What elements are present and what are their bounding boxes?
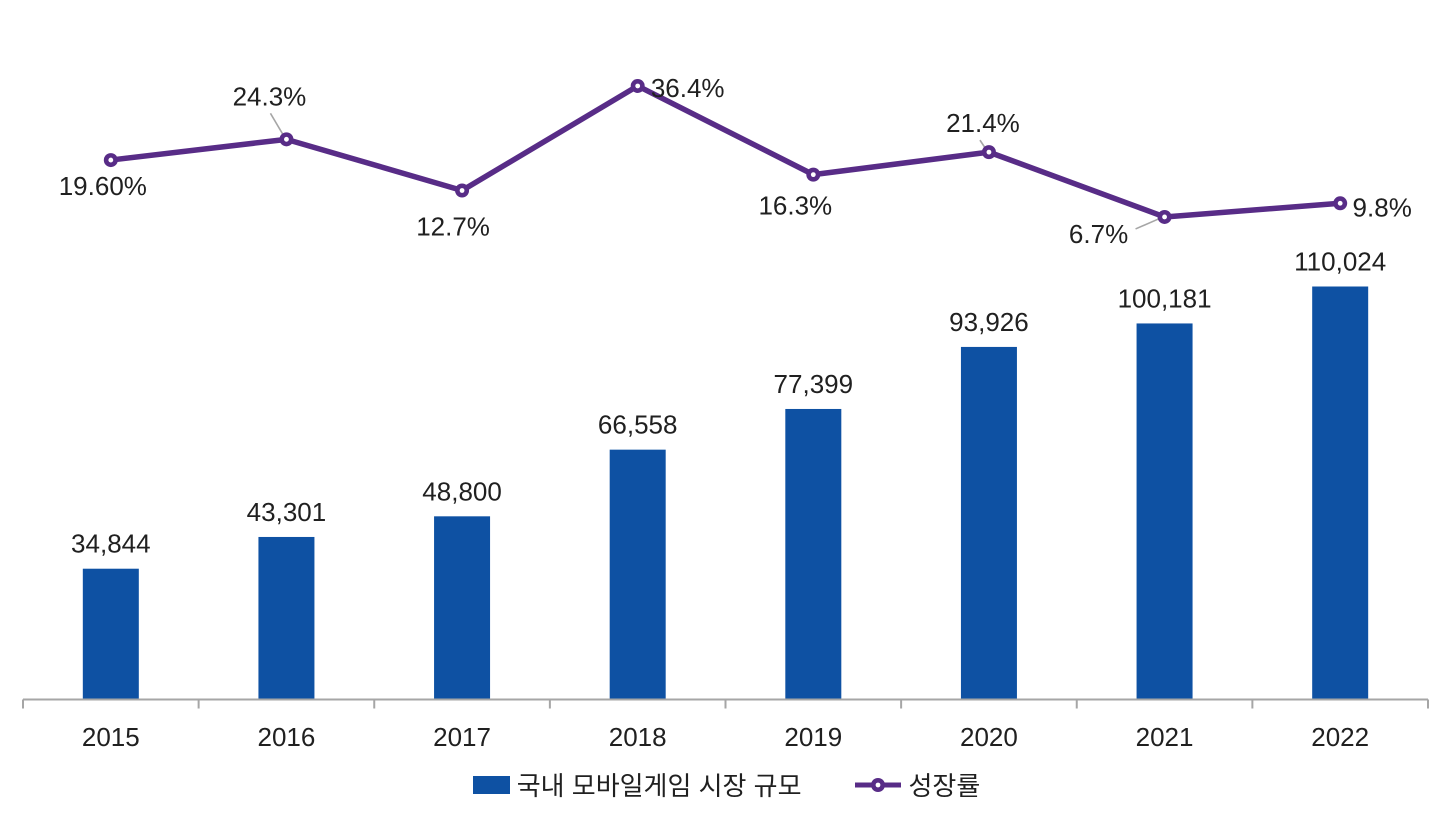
line-marker-hole — [810, 172, 816, 178]
x-axis-label-2017: 2017 — [433, 722, 491, 752]
line-marker-hole — [284, 136, 289, 142]
x-axis-label-2020: 2020 — [960, 722, 1018, 752]
point-value-label: 21.4% — [946, 108, 1020, 138]
label-leader-line — [1135, 218, 1159, 230]
legend-item-market-size[interactable]: 국내 모바일게임 시장 규모 — [472, 766, 802, 803]
bar-2016[interactable] — [258, 536, 315, 700]
bar-value-label: 100,181 — [1118, 283, 1212, 313]
bar-2022[interactable] — [1312, 286, 1369, 700]
point-value-label: 9.8% — [1353, 192, 1412, 222]
bar-value-label: 43,301 — [247, 497, 327, 527]
growth-rate-line[interactable] — [108, 83, 1343, 220]
x-axis-label-2018: 2018 — [609, 722, 667, 752]
line-marker-hole — [1162, 214, 1167, 220]
x-axis-label-2016: 2016 — [258, 722, 316, 752]
x-axis-label-2021: 2021 — [1136, 722, 1194, 752]
legend-label-growth-rate: 성장률 — [908, 771, 981, 801]
label-leader-line — [269, 112, 285, 136]
point-value-label: 16.3% — [758, 191, 832, 221]
x-axis-label-2022: 2022 — [1311, 722, 1369, 752]
bar-value-label: 48,800 — [422, 476, 502, 506]
bar-2019[interactable] — [785, 408, 842, 700]
bar-value-label: 110,024 — [1294, 247, 1386, 277]
bar-2020[interactable] — [960, 346, 1017, 700]
line-series-swatch-icon — [854, 777, 901, 792]
bar-2017[interactable] — [434, 516, 491, 700]
line-marker-hole — [635, 83, 641, 89]
point-value-label: 36.4% — [651, 73, 725, 103]
bar-2021[interactable] — [1136, 323, 1193, 700]
bar-2018[interactable] — [609, 449, 666, 700]
chart-legend: 국내 모바일게임 시장 규모 성장률 — [0, 766, 1453, 803]
x-axis-label-2015: 2015 — [82, 722, 140, 752]
legend-item-growth-rate[interactable]: 성장률 — [854, 766, 981, 803]
bar-value-label: 66,558 — [598, 410, 678, 440]
bar-value-label: 34,844 — [71, 529, 151, 559]
line-marker-hole — [986, 149, 992, 155]
combo-chart-canvas: 34,844 43,301 48,800 66,558 77,399 93,926 100,… — [22, 73, 1429, 752]
bar-value-label: 77,399 — [774, 369, 854, 399]
point-value-label: 19.60% — [59, 171, 147, 201]
legend-label-market-size: 국내 모바일게임 시장 규모 — [516, 771, 802, 801]
x-axis-label-2019: 2019 — [784, 722, 842, 752]
point-value-label: 12.7% — [416, 211, 490, 241]
line-marker-hole — [1337, 200, 1343, 206]
bar-series-swatch-icon — [472, 775, 510, 794]
point-value-label: 24.3% — [233, 81, 307, 111]
line-marker-hole — [459, 188, 465, 193]
point-value-label: 6.7% — [1069, 219, 1128, 249]
bar-value-label: 93,926 — [949, 307, 1029, 337]
line-marker-hole — [108, 157, 114, 163]
bar-2015[interactable] — [82, 568, 139, 700]
